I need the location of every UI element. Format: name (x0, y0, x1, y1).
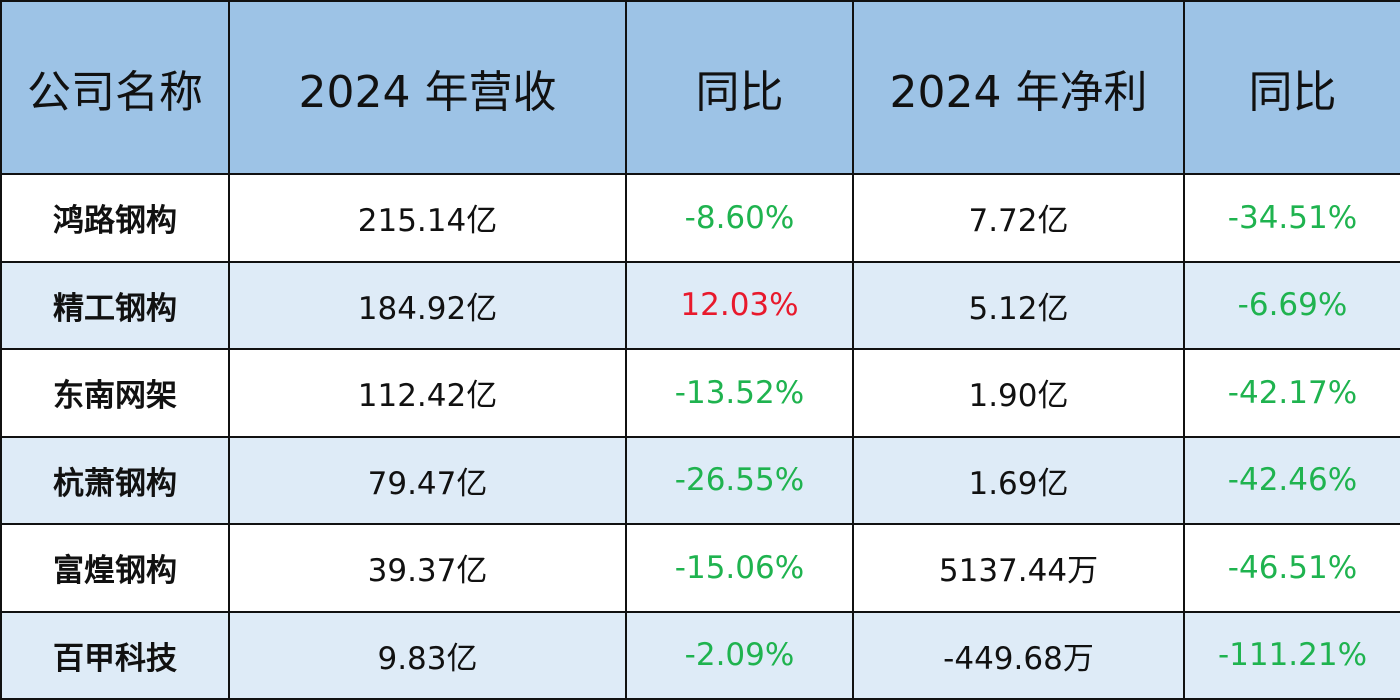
value-cell: 7.72亿 (852, 173, 1185, 263)
value-cell: 79.47亿 (228, 435, 627, 525)
value-cell: 112.42亿 (228, 348, 627, 438)
header-row: 公司名称 2024 年营收 同比 2024 年净利 同比 (0, 0, 1400, 175)
value-cell: -449.68万 (852, 610, 1185, 700)
value-cell: 184.92亿 (228, 260, 627, 350)
value-cell: -111.21% (1183, 610, 1400, 700)
value-cell: 5137.44万 (852, 523, 1185, 613)
value-cell: 39.37亿 (228, 523, 627, 613)
table-row: 百甲科技 9.83亿 -2.09% -449.68万 -111.21% (0, 610, 1400, 700)
value-cell: 1.69亿 (852, 435, 1185, 525)
table-row: 东南网架 112.42亿 -13.52% 1.90亿 -42.17% (0, 348, 1400, 438)
table-row: 杭萧钢构 79.47亿 -26.55% 1.69亿 -42.46% (0, 435, 1400, 525)
company-cell: 鸿路钢构 (0, 173, 230, 263)
value-cell: -42.17% (1183, 348, 1400, 438)
header-cell: 公司名称 (0, 0, 230, 175)
header-cell: 同比 (1183, 0, 1400, 175)
value-cell: -46.51% (1183, 523, 1400, 613)
company-cell: 精工钢构 (0, 260, 230, 350)
table-row: 富煌钢构 39.37亿 -15.06% 5137.44万 -46.51% (0, 523, 1400, 613)
value-cell: 215.14亿 (228, 173, 627, 263)
company-cell: 富煌钢构 (0, 523, 230, 613)
table-body: 鸿路钢构 215.14亿 -8.60% 7.72亿 -34.51% 精工钢构 184.92亿… (0, 173, 1400, 700)
table-row: 鸿路钢构 215.14亿 -8.60% 7.72亿 -34.51% (0, 173, 1400, 263)
value-cell: -42.46% (1183, 435, 1400, 525)
value-cell: -6.69% (1183, 260, 1400, 350)
value-cell: 1.90亿 (852, 348, 1185, 438)
value-cell: -13.52% (625, 348, 854, 438)
company-cell: 百甲科技 (0, 610, 230, 700)
value-cell: 5.12亿 (852, 260, 1185, 350)
value-cell: -2.09% (625, 610, 854, 700)
value-cell: -34.51% (1183, 173, 1400, 263)
value-cell: 9.83亿 (228, 610, 627, 700)
value-cell: 12.03% (625, 260, 854, 350)
header-cell: 2024 年营收 (228, 0, 627, 175)
value-cell: -15.06% (625, 523, 854, 613)
value-cell: -8.60% (625, 173, 854, 263)
table-row: 精工钢构 184.92亿 12.03% 5.12亿 -6.69% (0, 260, 1400, 350)
company-cell: 东南网架 (0, 348, 230, 438)
header-cell: 2024 年净利 (852, 0, 1185, 175)
header-cell: 同比 (625, 0, 854, 175)
company-cell: 杭萧钢构 (0, 435, 230, 525)
value-cell: -26.55% (625, 435, 854, 525)
